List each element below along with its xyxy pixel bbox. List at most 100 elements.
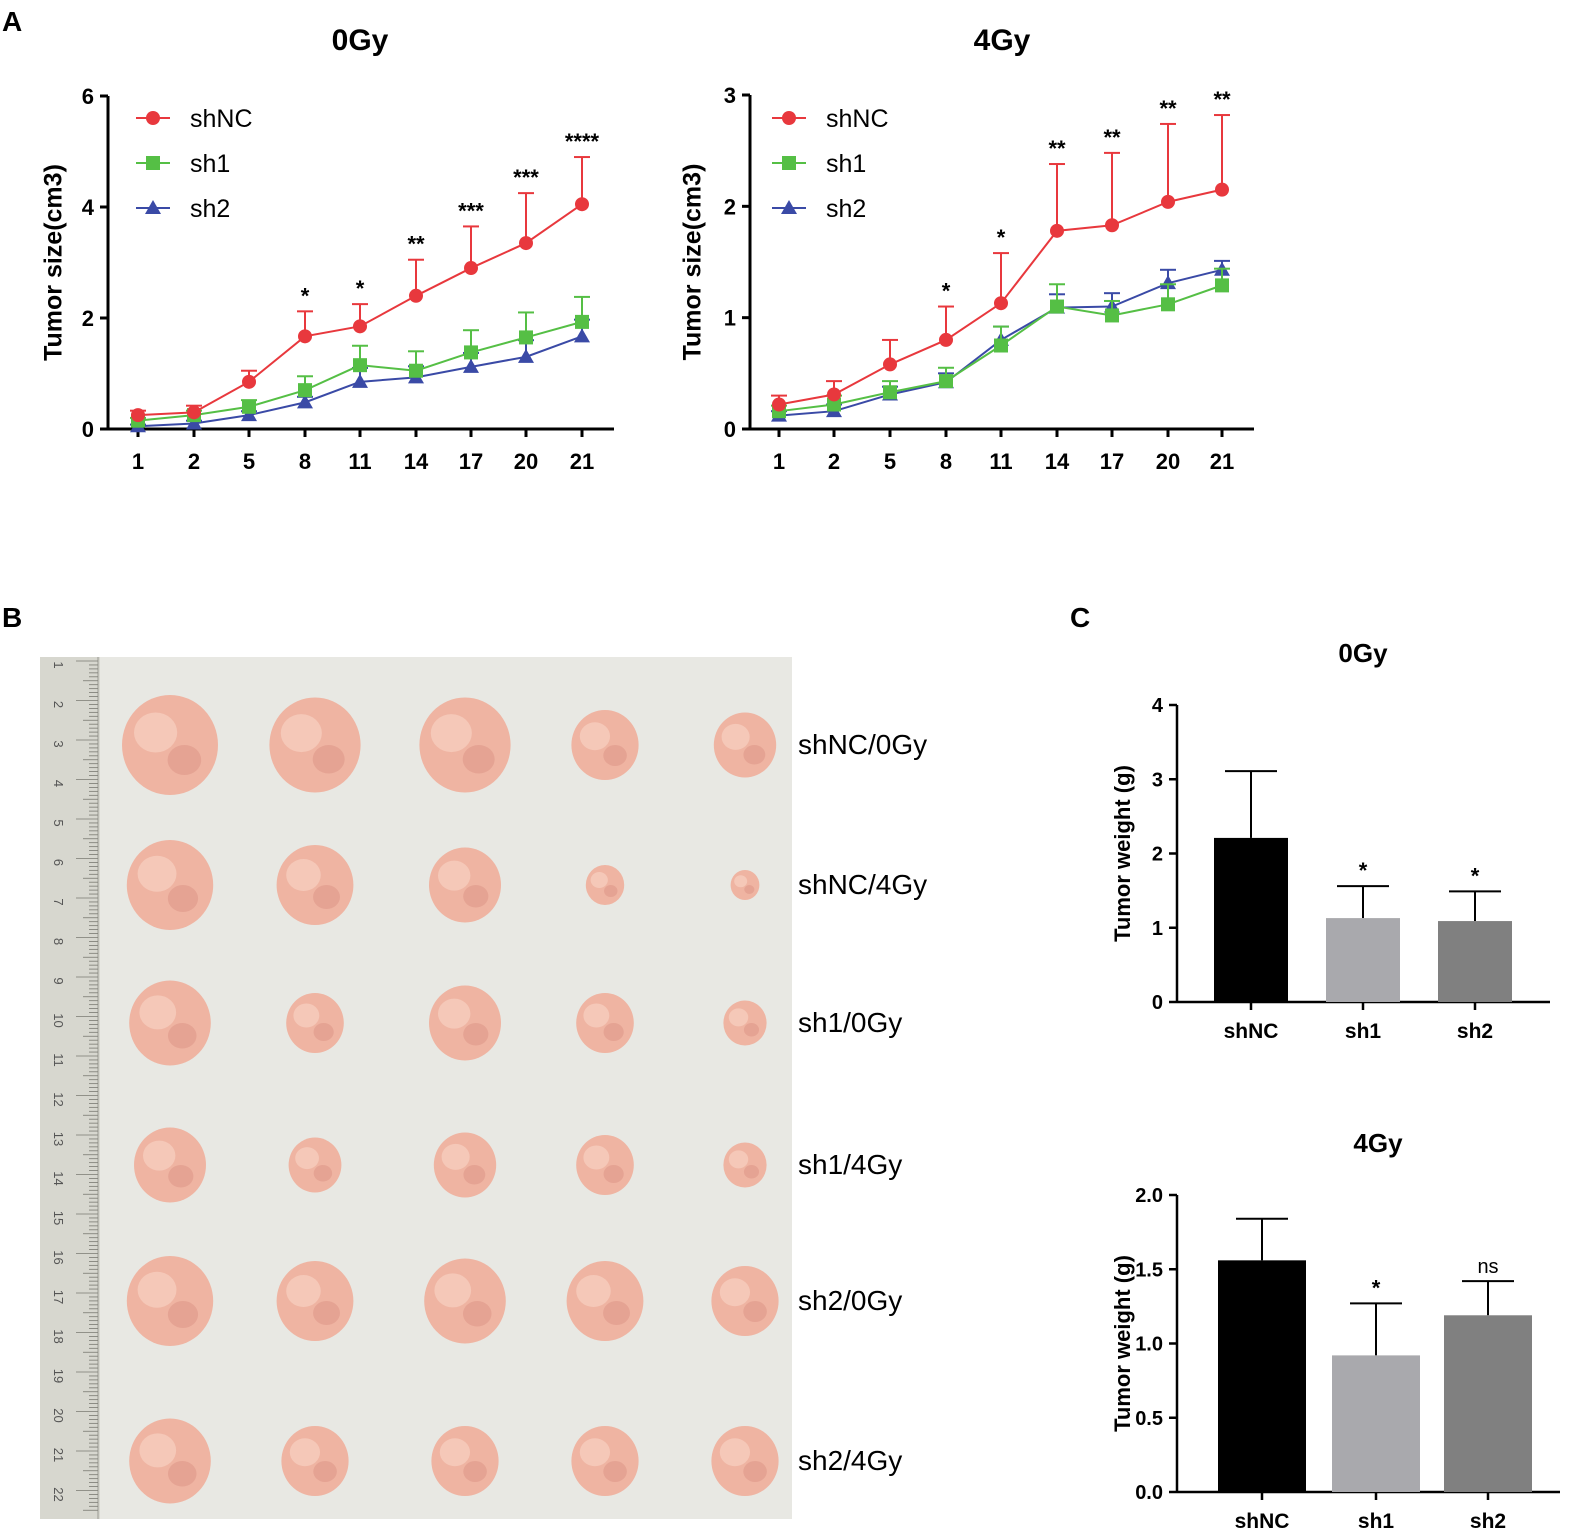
tumor-lobe — [719, 1278, 751, 1307]
tumor — [269, 697, 361, 793]
ruler-number: 2 — [51, 701, 66, 708]
x-tick-label: 20 — [514, 449, 538, 474]
x-tick-label: shNC — [1235, 1510, 1290, 1533]
photo-background — [40, 657, 792, 1519]
data-point — [298, 383, 312, 398]
chart-title: 4Gy — [974, 24, 1031, 57]
tumor-lobe — [134, 712, 178, 753]
legend-marker — [781, 200, 797, 214]
tumor-shade — [463, 1023, 489, 1046]
tumor-shade — [167, 1301, 199, 1328]
y-axis-label: Tumor size(cm3) — [679, 164, 707, 361]
x-tick-label: sh2 — [1457, 1020, 1493, 1043]
legend-marker — [145, 200, 161, 214]
ruler-number: 8 — [51, 938, 66, 945]
data-point — [519, 330, 533, 345]
ruler-number: 5 — [51, 819, 66, 826]
legend-marker — [782, 156, 796, 170]
data-point — [409, 288, 423, 303]
tumor-lobe — [293, 1003, 320, 1028]
ruler-number: 18 — [51, 1329, 66, 1343]
tumor-shade — [167, 885, 199, 912]
y-tick-label: 2 — [724, 194, 736, 219]
significance-mark: ** — [407, 232, 425, 257]
bar-shNC — [1218, 1260, 1306, 1492]
tumor — [129, 1418, 211, 1504]
x-tick-label: 14 — [1045, 449, 1070, 474]
legend-label: shNC — [826, 105, 889, 133]
tumor — [431, 1426, 499, 1496]
data-point — [464, 261, 478, 276]
data-point — [353, 319, 367, 334]
significance-mark: ** — [1213, 87, 1231, 112]
tumor-shade — [603, 1165, 624, 1183]
y-tick-label: 1.0 — [1135, 1334, 1163, 1356]
tumor — [713, 712, 777, 778]
tumor-shade — [603, 745, 627, 766]
tumor-shade — [312, 745, 345, 774]
data-point — [883, 357, 897, 372]
significance-mark: ** — [1048, 136, 1066, 161]
tumor-shade — [462, 1301, 492, 1327]
tumor-lobe — [719, 1438, 751, 1467]
tumor-lobe — [590, 872, 608, 888]
legend-label: sh1 — [826, 150, 866, 178]
tumor — [571, 710, 639, 780]
tumor-shade — [313, 885, 340, 909]
series-shNC — [130, 156, 590, 423]
y-tick-label: 1.5 — [1135, 1259, 1163, 1281]
tumor-shade — [463, 1165, 486, 1185]
tumor — [424, 1258, 506, 1344]
significance-mark: * — [301, 283, 310, 308]
tumor-lobe — [137, 855, 177, 892]
y-tick-label: 0 — [724, 417, 736, 442]
data-point — [1105, 218, 1119, 233]
y-tick-label: 6 — [82, 84, 94, 109]
significance-mark: *** — [513, 165, 539, 190]
x-tick-label: 17 — [459, 449, 483, 474]
tumor-lobe — [438, 860, 471, 891]
tumor — [126, 840, 214, 930]
tumor — [276, 1261, 354, 1341]
tumor-shade — [313, 1165, 333, 1182]
tumor — [576, 993, 634, 1053]
data-point — [939, 374, 953, 389]
tumor-shade — [604, 885, 618, 897]
data-point — [574, 328, 590, 343]
tumor-lobe — [583, 1003, 610, 1028]
tumor-shade — [167, 1023, 197, 1049]
tumor — [433, 1132, 497, 1198]
data-point — [131, 408, 145, 423]
tumor — [281, 1426, 349, 1496]
x-tick-label: sh2 — [1470, 1510, 1506, 1533]
tumor-shade — [603, 1461, 627, 1482]
tumor-shade — [168, 1165, 194, 1188]
ruler-number: 14 — [51, 1171, 66, 1185]
tumor — [134, 1127, 206, 1203]
ruler-number: 10 — [51, 1013, 66, 1027]
ruler-number: 19 — [51, 1369, 66, 1383]
row-label: sh2/4Gy — [798, 1445, 902, 1476]
tumor-shade — [743, 745, 766, 765]
y-tick-label: 3 — [724, 83, 736, 108]
y-tick-label: 0.5 — [1135, 1408, 1163, 1430]
x-tick-label: 8 — [940, 449, 952, 474]
data-point — [575, 314, 589, 329]
data-point — [352, 373, 368, 388]
panel-label-a: A — [2, 6, 23, 37]
tumor-lobe — [728, 1008, 749, 1027]
significance-mark: ** — [1159, 96, 1177, 121]
data-point — [519, 236, 533, 251]
data-point — [1215, 182, 1229, 197]
data-point — [518, 348, 534, 363]
tumor-lobe — [430, 714, 472, 753]
tumor — [711, 1266, 779, 1336]
data-point — [939, 332, 953, 347]
ruler-number: 1 — [51, 661, 66, 668]
bar-sh1 — [1332, 1355, 1420, 1492]
data-point — [409, 363, 423, 378]
y-tick-label: 0.0 — [1135, 1482, 1163, 1504]
data-point — [353, 358, 367, 373]
data-point — [186, 415, 202, 430]
